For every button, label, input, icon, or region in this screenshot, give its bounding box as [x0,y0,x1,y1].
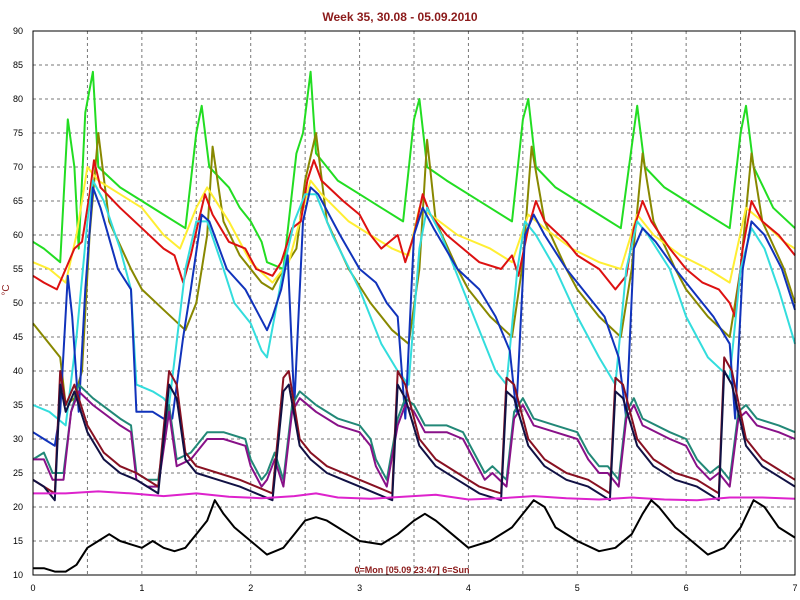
series-line-6 [32,186,796,447]
y-tick-label: 85 [13,60,23,70]
y-tick-label: 45 [13,332,23,342]
y-tick-label: 25 [13,468,23,478]
series-line-2 [32,132,796,406]
y-axis-tick-labels: 10 15 20 25 30 35 40 45 50 55 60 65 70 75 80 85 90 [13,26,23,580]
y-tick-label: 40 [13,366,23,376]
series-line-3 [32,166,796,284]
chart-title: Week 35, 30.08 - 05.09.2010 [322,10,478,24]
x-axis-tick-labels: 0 1 2 3 4 5 6 7 [30,583,797,593]
y-tick-label: 60 [13,230,23,240]
y-tick-label: 10 [13,570,23,580]
x-axis-label: 0=Mon [05.09 23:47] 6=Sun [354,565,469,575]
x-tick-label: 3 [357,583,362,593]
series-line-12 [33,499,796,573]
y-tick-label: 15 [13,536,23,546]
series-line-4 [32,159,796,318]
series-lines [32,70,796,573]
series-line-10 [32,370,796,502]
x-tick-label: 4 [466,583,471,593]
x-tick-label: 1 [139,583,144,593]
y-tick-label: 80 [13,94,23,104]
x-tick-label: 2 [248,583,253,593]
x-tick-label: 5 [575,583,580,593]
x-tick-label: 0 [30,583,35,593]
x-tick-label: 7 [792,583,797,593]
y-tick-label: 20 [13,502,23,512]
y-axis-label: °C [1,284,12,295]
y-tick-label: 90 [13,26,23,36]
series-line-11 [33,490,796,502]
y-tick-label: 55 [13,264,23,274]
series-line-8 [33,390,796,488]
series-line-7 [32,383,796,481]
x-tick-label: 6 [684,583,689,593]
y-tick-label: 75 [13,128,23,138]
plot-frame [32,30,796,576]
y-tick-label: 30 [13,434,23,444]
y-tick-label: 35 [13,400,23,410]
y-tick-label: 65 [13,196,23,206]
series-line-9 [32,356,796,495]
y-tick-label: 50 [13,298,23,308]
y-tick-label: 70 [13,162,23,172]
